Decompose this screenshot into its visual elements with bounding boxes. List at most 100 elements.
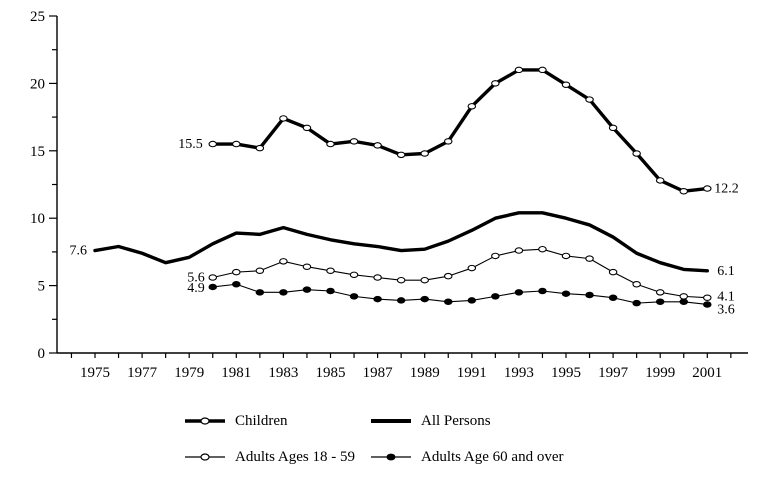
children-marker (679, 187, 688, 195)
children-marker (467, 103, 477, 110)
children-marker (561, 81, 571, 88)
adults-ages-18-59-marker (655, 289, 665, 296)
series-adults-age-60-and-over (208, 281, 712, 308)
children-marker (443, 138, 453, 145)
data-label-15-5: 15.5 (178, 137, 203, 152)
x-tick-label: 1975 (80, 365, 110, 381)
data-label-3-6: 3.6 (717, 302, 735, 317)
legend-item-all-persons: All Persons (370, 413, 491, 429)
adults-age-60-and-over-marker (302, 286, 312, 293)
adults-age-60-and-over-marker (443, 298, 453, 306)
children-marker (585, 96, 594, 103)
adults-ages-18-59-marker (255, 267, 265, 275)
adults-ages-18-59-marker (514, 247, 524, 254)
all-persons-thick-line-icon (370, 415, 412, 427)
data-label-7-6: 7.6 (70, 244, 88, 259)
legend-item-children: Children (184, 413, 288, 429)
children-marker (326, 140, 335, 148)
x-tick-label: 1997 (598, 365, 629, 381)
children-marker (255, 144, 265, 152)
adults-ages-18-59-marker (679, 293, 688, 300)
data-label-4-9: 4.9 (187, 281, 205, 296)
x-tick-label: 1983 (268, 365, 298, 381)
adults-age-60-and-over-marker (703, 301, 712, 308)
children-marker (632, 150, 641, 157)
adults-60-over-thin-line-filled-circle-icon (370, 451, 412, 463)
line-chart-canvas: 0 5 10 15 20 25 1975 1977 1979 1981 1983 1985 1987 19… (30, 9, 748, 381)
data-label-6-1: 6.1 (717, 264, 735, 279)
children-marker (349, 138, 359, 145)
adults-age-60-and-over-marker (326, 287, 335, 295)
x-tick-label: 1977 (127, 365, 158, 381)
y-tick-label: 25 (30, 9, 45, 25)
adults-18-59-thin-line-open-circle-icon (184, 451, 226, 463)
adults-ages-18-59-marker (396, 276, 406, 284)
legend-label-adults-60-over: Adults Age 60 and over (421, 449, 564, 465)
x-tick-label: 1991 (457, 365, 487, 381)
adults-age-60-and-over-marker (538, 287, 547, 295)
adults-ages-18-59-marker (326, 267, 335, 275)
adults-ages-18-59-marker (373, 274, 382, 281)
adults-age-60-and-over-marker (514, 289, 524, 296)
legend-label-all-persons: All Persons (421, 413, 491, 429)
legend-item-adults-60-over: Adults Age 60 and over (370, 449, 563, 465)
x-tick-label: 1987 (363, 365, 394, 381)
adults-ages-18-59-marker (585, 255, 594, 262)
children-marker (608, 124, 618, 132)
adults-ages-18-59-line (212, 248, 708, 299)
adults-ages-18-59-marker (349, 271, 359, 279)
adults-age-60-and-over-marker (373, 295, 382, 303)
adults-ages-18-59-marker (561, 252, 571, 260)
series-adults-ages-18-59 (208, 245, 712, 301)
adults-age-60-and-over-marker (467, 297, 477, 304)
series-all-persons (93, 211, 709, 273)
children-marker (373, 142, 382, 149)
legend-label-adults-18-59: Adults Ages 18 - 59 (235, 449, 355, 465)
children-marker (703, 185, 712, 192)
x-tick-label: 1993 (504, 365, 534, 381)
adults-ages-18-59-marker (302, 263, 312, 270)
children-thick-line-open-circle-icon (184, 415, 226, 427)
legend-item-adults-18-59: Adults Ages 18 - 59 (184, 449, 355, 465)
legend-label-children: Children (235, 413, 288, 429)
x-tick-label: 1989 (410, 365, 440, 381)
adults-ages-18-59-marker (443, 272, 453, 280)
adults-ages-18-59-marker (632, 281, 641, 288)
adults-age-60-and-over-marker (608, 294, 618, 301)
x-tick-label: 1985 (316, 365, 346, 381)
data-label-12-2: 12.2 (714, 182, 739, 197)
adults-age-60-and-over-marker (349, 293, 359, 300)
adults-ages-18-59-marker (703, 294, 712, 301)
all-persons-line (93, 211, 709, 273)
adults-age-60-and-over-marker (420, 295, 429, 303)
adults-age-60-and-over-marker (679, 298, 688, 306)
adults-ages-18-59-marker (420, 276, 429, 284)
adults-age-60-and-over-marker (396, 297, 406, 304)
children-marker (279, 115, 288, 122)
adults-age-60-and-over-marker (491, 293, 500, 300)
children-line (211, 68, 709, 193)
adults-age-60-and-over-marker (232, 281, 241, 288)
adults-age-60-and-over-marker (279, 289, 288, 296)
y-tick-label: 5 (38, 279, 46, 295)
adults-age-60-and-over-marker (585, 291, 594, 299)
adults-age-60-and-over-line (212, 283, 708, 306)
children-marker (538, 66, 547, 74)
x-tick-label: 1995 (551, 365, 581, 381)
x-tick-label: 1999 (645, 365, 675, 381)
adults-ages-18-59-marker (608, 268, 618, 276)
x-tick-label: 1981 (221, 365, 251, 381)
data-label-4-1: 4.1 (717, 290, 735, 305)
y-tick-label: 0 (38, 346, 46, 362)
children-marker (302, 124, 312, 132)
adults-ages-18-59-marker (208, 274, 218, 281)
children-marker (655, 177, 665, 184)
adults-ages-18-59-marker (279, 258, 288, 265)
y-tick-label: 15 (30, 144, 45, 160)
adults-age-60-and-over-marker (655, 298, 665, 306)
axes (49, 15, 748, 358)
children-marker (491, 80, 500, 87)
adults-age-60-and-over-marker (561, 290, 571, 297)
children-marker (232, 140, 241, 148)
